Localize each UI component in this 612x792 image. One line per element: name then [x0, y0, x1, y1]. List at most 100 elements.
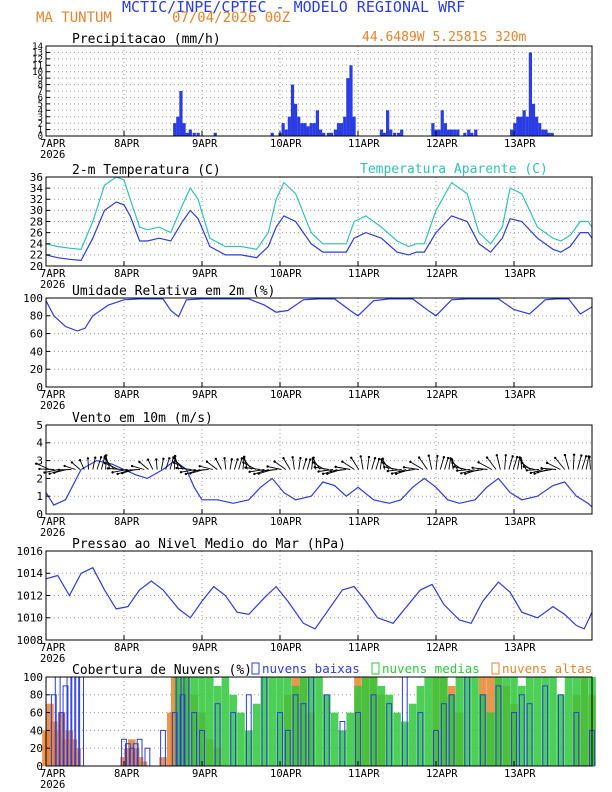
wind-barb	[224, 458, 227, 470]
wind-barb-head	[446, 456, 450, 460]
cloud-title: Cobertura de Nuvens (%)	[72, 663, 252, 678]
cloud-ytick-label: 100	[23, 671, 43, 684]
wind-barb-head	[504, 454, 507, 457]
wind-barb-head	[138, 460, 141, 464]
wind-barb	[448, 458, 452, 470]
wind-barb-head	[104, 454, 107, 457]
wind-xtick-label: 7APR	[40, 516, 66, 528]
wind-barb	[249, 469, 265, 473]
wind-barb-head	[409, 460, 412, 464]
wind-barb-head	[242, 461, 245, 464]
wind-barb	[283, 457, 291, 470]
wind-barb	[554, 457, 566, 470]
wind-barb	[371, 458, 376, 470]
temp-ytick-label: 34	[30, 182, 44, 195]
wind-barb-head	[48, 472, 51, 475]
wind-barb	[107, 468, 123, 470]
wind-barb-head	[334, 465, 337, 469]
cloud-xtick-label: 7APR	[40, 768, 66, 780]
precip-ytick-label: 12	[32, 55, 43, 65]
wind-barb-head	[417, 456, 421, 459]
temp-ytick-label: 22	[30, 249, 43, 262]
rh-ytick-label: 20	[30, 363, 43, 376]
wind-barb-head	[377, 457, 381, 461]
wind-barb	[399, 469, 415, 473]
temp-legend-apparent: Temperatura Aparente (C)	[360, 162, 548, 177]
wind-barb-head	[173, 454, 177, 458]
cloud-bar-nuvens-altas	[135, 757, 144, 766]
wind-barb-head	[580, 454, 583, 457]
precip-bar	[303, 123, 307, 136]
precip-bar	[182, 123, 186, 136]
wind-barb-head	[572, 453, 576, 456]
wind-barbs-group	[34, 453, 591, 476]
precip-bar	[294, 103, 298, 136]
wind-barb-head	[525, 469, 529, 472]
precip-bar	[522, 110, 526, 136]
wind-ytick-label: 4	[36, 437, 43, 450]
wind-barb	[262, 469, 278, 472]
wind-barb-head	[198, 465, 201, 468]
wind-barb-head	[291, 456, 294, 459]
wind-barb-head	[168, 457, 171, 460]
wind-barb-head	[398, 470, 401, 473]
wind-barb	[233, 459, 238, 470]
wind-barb	[79, 459, 85, 470]
precip-bar	[284, 129, 288, 136]
wind-xtick-label: 9APR	[192, 516, 218, 528]
wind-barb	[314, 466, 329, 470]
wind-barb	[546, 462, 561, 470]
wind-barb	[39, 468, 55, 470]
cloud-bar-nuvens-medias	[338, 730, 347, 766]
wind-barb	[478, 461, 492, 470]
wind-barb	[302, 459, 307, 470]
wind-barb-head	[257, 472, 260, 475]
wind-barb-head	[386, 469, 390, 473]
cloud-bar-nuvens-medias	[190, 677, 198, 766]
cloud-xtick-label: 8APR	[114, 768, 140, 780]
precip-bar	[453, 129, 457, 136]
wind-barb	[96, 457, 102, 470]
cloud-bar-nuvens-medias	[479, 694, 487, 766]
wind-barb-head	[359, 455, 362, 458]
precip-bar	[535, 116, 539, 136]
wind-barb	[206, 461, 218, 470]
precip-bar	[470, 132, 474, 136]
precip-ytick-label: 3	[38, 113, 43, 123]
pres-xtick-label: 8APR	[114, 642, 140, 654]
cloud-year-label: 2026	[40, 779, 65, 791]
temp-ytick-label: 24	[30, 238, 44, 251]
rh-xtick-label: 8APR	[114, 389, 140, 401]
wind-barb-head	[172, 461, 176, 464]
precip-bar	[389, 129, 393, 136]
wind-barb	[132, 465, 145, 470]
wind-barb-head	[94, 456, 97, 459]
precip-year-label: 2026	[40, 149, 65, 161]
cloud-bar-nuvens-medias	[455, 677, 464, 766]
wind-ytick-label: 3	[36, 454, 43, 467]
wind-barb	[435, 456, 438, 470]
precip-bar	[400, 129, 404, 136]
wind-barb	[331, 469, 346, 472]
wind-barb	[112, 469, 128, 473]
cloud-bar-nuvens-medias	[471, 677, 479, 766]
precip-ytick-label: 13	[32, 49, 43, 59]
wind-barb-head	[86, 457, 90, 460]
wind-barb-head	[230, 458, 234, 461]
rh-ytick-label: 40	[30, 345, 43, 358]
wind-barb-head	[519, 456, 522, 460]
meteogram-title: MCTIC/INPE/CPTEC - MODELO REGIONAL WRF	[122, 0, 466, 16]
wind-barb	[350, 457, 360, 470]
wind-barb-head	[350, 456, 353, 459]
wind-barb-head	[485, 456, 489, 459]
wind-barb-head	[78, 458, 82, 462]
wind-barb-head	[175, 466, 178, 470]
wind-barb-head	[311, 457, 315, 461]
wind-barb-head	[99, 456, 103, 459]
wind-barb-head	[381, 458, 384, 461]
cloud-bar-nuvens-medias	[510, 677, 518, 766]
wind-barb-head	[261, 469, 264, 473]
cloud-bar-nuvens-medias	[307, 677, 315, 766]
cloud-bar-nuvens-medias	[494, 677, 503, 766]
